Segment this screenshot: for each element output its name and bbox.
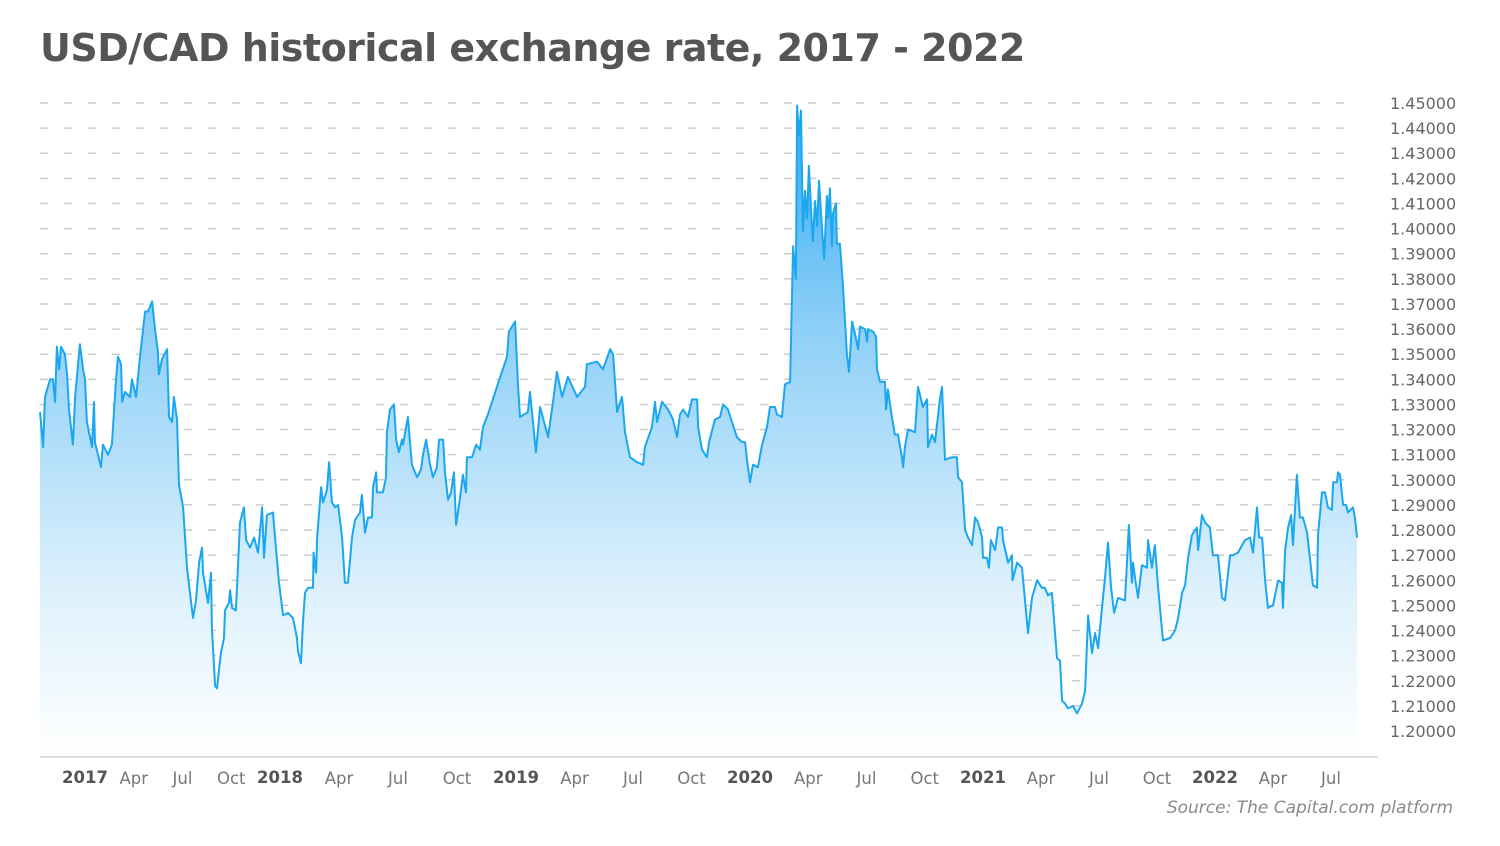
y-tick-label: 1.32000 — [1390, 421, 1456, 440]
x-tick-year-label: 2017 — [62, 768, 108, 787]
x-tick-year-label: 2020 — [727, 768, 773, 787]
y-tick-label: 1.20000 — [1390, 722, 1456, 741]
x-axis-labels: 2017 Apr Jul Oct 2018 Apr Jul Oct 2019 Apr Jul Oct 2… — [62, 768, 1341, 788]
x-tick-year-label: 2019 — [493, 768, 539, 787]
y-tick-label: 1.40000 — [1390, 220, 1456, 239]
y-tick-label: 1.29000 — [1390, 496, 1456, 515]
x-tick-month-label: Apr — [1027, 769, 1056, 788]
y-tick-label: 1.36000 — [1390, 320, 1456, 339]
y-tick-label: 1.31000 — [1390, 446, 1456, 465]
y-tick-label: 1.34000 — [1390, 370, 1456, 389]
x-tick-month-label: Apr — [325, 769, 354, 788]
y-tick-label: 1.37000 — [1390, 295, 1456, 314]
x-tick-month-label: Oct — [217, 769, 246, 788]
y-tick-label: 1.23000 — [1390, 647, 1456, 666]
y-tick-label: 1.22000 — [1390, 672, 1456, 691]
x-tick-month-label: Jul — [622, 769, 643, 788]
x-tick-year-label: 2021 — [960, 768, 1006, 787]
y-axis-labels: 1.45000 1.44000 1.43000 1.42000 1.41000 1.400… — [1390, 94, 1456, 741]
x-tick-month-label: Jul — [1320, 769, 1341, 788]
x-tick-year-label: 2022 — [1192, 768, 1238, 787]
y-tick-label: 1.44000 — [1390, 119, 1456, 138]
y-tick-label: 1.21000 — [1390, 697, 1456, 716]
y-tick-label: 1.24000 — [1390, 622, 1456, 641]
x-tick-month-label: Oct — [910, 769, 939, 788]
x-tick-month-label: Jul — [387, 769, 408, 788]
x-tick-year-label: 2018 — [257, 768, 303, 787]
x-tick-month-label: Jul — [856, 769, 877, 788]
rate-line — [39, 104, 1358, 715]
x-tick-month-label: Apr — [560, 769, 589, 788]
x-tick-month-label: Apr — [794, 769, 823, 788]
y-tick-label: 1.42000 — [1390, 169, 1456, 188]
y-tick-label: 1.25000 — [1390, 596, 1456, 615]
y-tick-label: 1.28000 — [1390, 521, 1456, 540]
x-tick-month-label: Jul — [172, 769, 193, 788]
y-tick-label: 1.41000 — [1390, 194, 1456, 213]
y-tick-label: 1.45000 — [1390, 94, 1456, 113]
x-tick-month-label: Jul — [1088, 769, 1109, 788]
y-tick-label: 1.43000 — [1390, 144, 1456, 163]
x-tick-month-label: Oct — [443, 769, 472, 788]
y-tick-label: 1.38000 — [1390, 270, 1456, 289]
x-tick-month-label: Apr — [1259, 769, 1288, 788]
source-note: Source: The Capital.com platform — [1166, 798, 1453, 818]
x-tick-month-label: Oct — [677, 769, 706, 788]
x-tick-month-label: Apr — [119, 769, 148, 788]
y-tick-label: 1.35000 — [1390, 345, 1456, 364]
y-tick-label: 1.30000 — [1390, 471, 1456, 490]
x-tick-month-label: Oct — [1143, 769, 1172, 788]
y-tick-label: 1.26000 — [1390, 571, 1456, 590]
y-tick-label: 1.27000 — [1390, 546, 1456, 565]
y-tick-label: 1.33000 — [1390, 395, 1456, 414]
y-tick-label: 1.39000 — [1390, 245, 1456, 264]
chart-title: USD/CAD historical exchange rate, 2017 -… — [40, 26, 1025, 70]
